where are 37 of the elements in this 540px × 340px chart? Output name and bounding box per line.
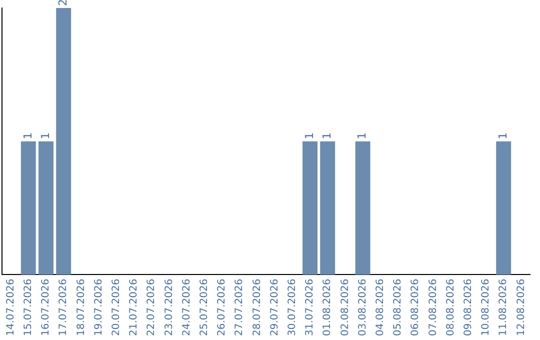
x-tick-label: 21.07.2026 (128, 278, 140, 336)
x-tick-label: 09.08.2026 (462, 278, 474, 336)
x-tick-label: 25.07.2026 (198, 278, 210, 336)
x-tick-label: 03.08.2026 (357, 278, 368, 336)
x-tick-label: 14.07.2026 (5, 278, 16, 336)
x-tick-label: 29.07.2026 (269, 278, 280, 336)
data-label: 1 (302, 132, 316, 140)
x-tick-label: 30.07.2026 (286, 278, 298, 336)
x-tick-label: 08.08.2026 (445, 278, 456, 336)
x-tick-label: 31.07.2026 (304, 278, 316, 336)
data-label: 2 (56, 0, 70, 6)
x-tick-label: 07.08.2026 (428, 278, 439, 336)
x-tick-label: 11.08.2026 (498, 278, 510, 336)
x-tick-label: 17.07.2026 (58, 278, 70, 336)
x-tick-label: 15.07.2026 (22, 278, 34, 336)
x-tick-label: 18.07.2026 (76, 278, 87, 336)
data-label: 1 (38, 132, 52, 140)
x-tick-label: 05.08.2026 (392, 278, 404, 336)
x-tick-label: 27.07.2026 (234, 278, 246, 336)
x-tick-label: 22.07.2026 (146, 278, 158, 336)
data-label: 1 (356, 132, 369, 140)
data-label: 1 (496, 132, 510, 140)
x-tick-label: 01.08.2026 (322, 278, 334, 336)
data-label: 1 (320, 132, 334, 140)
x-tick-label: 02.08.2026 (340, 278, 351, 336)
x-tick-label: 24.07.2026 (181, 278, 192, 336)
x-tick-label: 28.07.2026 (252, 278, 263, 336)
x-tick-label: 19.07.2026 (93, 278, 104, 336)
x-tick-label: 26.07.2026 (216, 278, 228, 336)
x-tick-label: 20.07.2026 (110, 278, 122, 336)
data-label: 1 (21, 132, 34, 140)
x-tick-label: 23.07.2026 (164, 278, 175, 336)
x-tick-label: 16.07.2026 (40, 278, 52, 336)
x-tick-label: 12.08.2026 (516, 278, 527, 336)
x-tick-label: 06.08.2026 (410, 278, 422, 336)
x-tick-label: 04.08.2026 (374, 278, 386, 336)
x-tick-label: 10.08.2026 (480, 278, 492, 336)
